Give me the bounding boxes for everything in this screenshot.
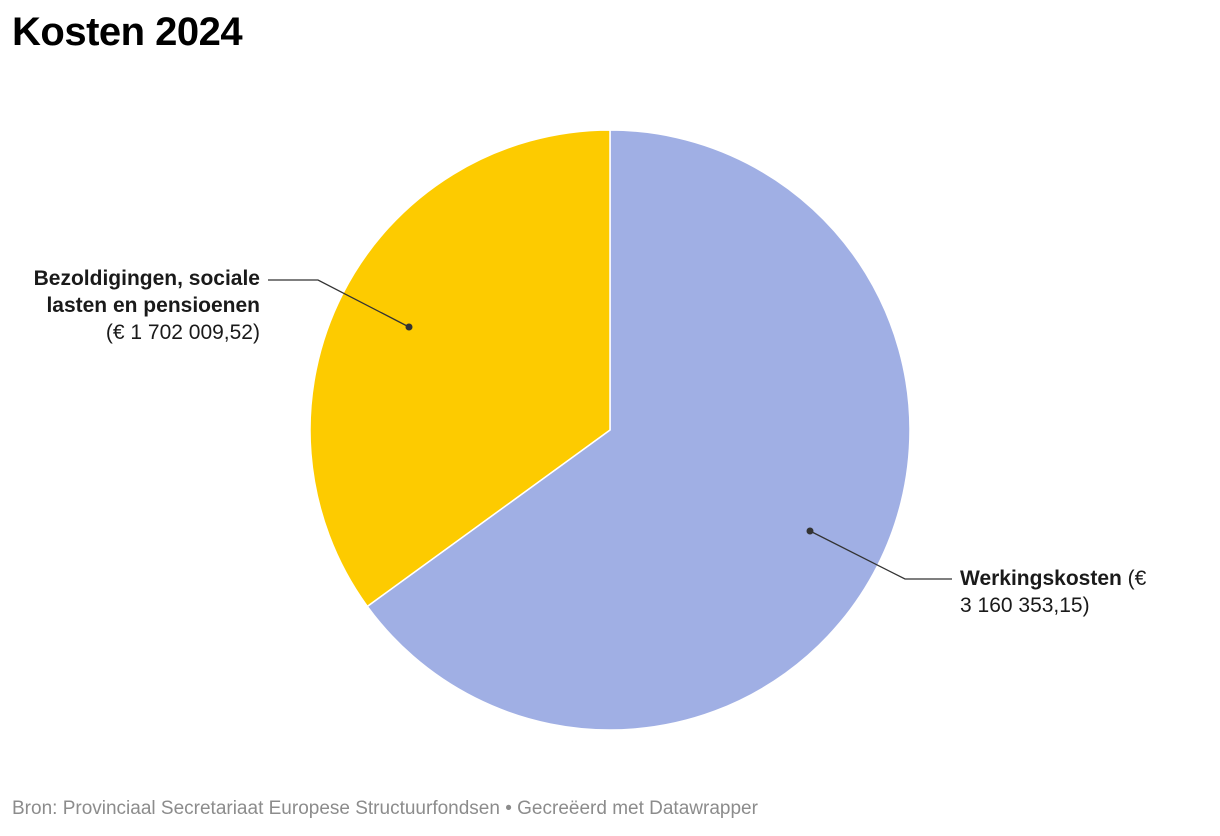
- chart-title: Kosten 2024: [12, 10, 243, 54]
- leader-dot-bezoldigingen: [405, 323, 413, 331]
- slice-name-werkingskosten: Werkingskosten: [960, 567, 1122, 590]
- slice-value-text-bezoldigingen: 1 702 009,52: [130, 321, 253, 344]
- leader-line-bezoldigingen: [268, 279, 410, 328]
- pie-slice-bezoldigingen: [309, 129, 611, 608]
- leader-line-werkingskosten: [809, 530, 952, 580]
- currency-symbol: €: [112, 321, 125, 344]
- slice-label-werkingskosten: Werkingskosten (€ 3 160 353,15): [960, 567, 1147, 617]
- source-note: Bron: Provinciaal Secretariaat Europese …: [12, 798, 758, 819]
- slice-value-bezoldigingen: (€ 1 702 009,52): [105, 321, 260, 344]
- currency-symbol: €: [1134, 567, 1147, 590]
- slice-value-text-werkingskosten: 3 160 353,15: [960, 594, 1083, 617]
- slice-label-bezoldigingen: Bezoldigingen, sociale lasten en pensioe…: [0, 265, 260, 346]
- slice-name-bezoldigingen: Bezoldigingen, sociale lasten en pensioe…: [33, 267, 260, 317]
- pie-slice-werkingskosten: [366, 129, 911, 731]
- leader-dot-werkingskosten: [806, 527, 814, 535]
